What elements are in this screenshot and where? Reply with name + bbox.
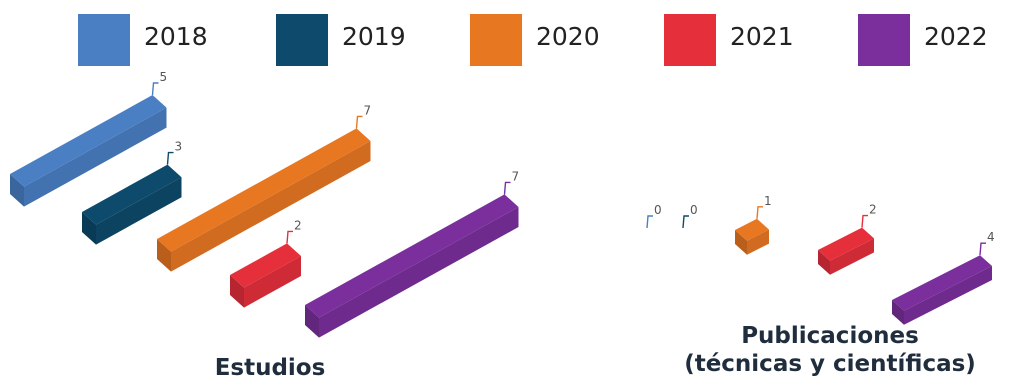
data-label-leader (682, 215, 689, 229)
bar-publicaciones-t-cnicas-y-cient-ficas-2019: 0 (682, 203, 698, 229)
bar-estudios-2020: 7 (157, 103, 372, 272)
bar-front-face (244, 256, 301, 308)
data-label-leader (151, 82, 159, 96)
legend-swatch (858, 14, 910, 66)
data-label: 1 (764, 194, 772, 208)
legend-swatch (276, 14, 328, 66)
data-label-leader (756, 206, 763, 219)
bar-front-face (24, 107, 167, 207)
bar-estudios-2018: 5 (10, 70, 167, 207)
data-label: 3 (175, 140, 183, 154)
bar-front-face (319, 207, 519, 338)
data-label: 2 (869, 203, 877, 217)
bar-front-face (171, 141, 371, 272)
data-label: 5 (160, 70, 168, 84)
legend-swatch (78, 14, 130, 66)
bar-side-face (230, 275, 244, 308)
data-label: 2 (294, 218, 302, 232)
bar-estudios-2022: 7 (305, 169, 520, 338)
bar-estudios-2021: 2 (230, 218, 302, 308)
data-label-leader (286, 230, 293, 244)
legend-label: 2018 (144, 22, 208, 51)
bar-top-face (892, 255, 992, 311)
data-label: 0 (690, 203, 698, 217)
bar-side-face (10, 174, 24, 207)
data-label-leader (861, 214, 868, 228)
bar-front-face (96, 177, 182, 245)
bar-top-face (82, 164, 182, 225)
data-label: 4 (987, 230, 995, 244)
bar-side-face (735, 230, 747, 255)
data-label-leader (355, 115, 363, 129)
bar-side-face (818, 250, 830, 275)
category-title-1: Estudios (200, 354, 340, 382)
category-title-line: Publicaciones (741, 323, 919, 349)
chart-legend: 2018 2019 2020 2021 2022 (0, 0, 1034, 80)
bar-top-face (305, 194, 519, 318)
legend-swatch (664, 14, 716, 66)
bar-estudios-2019: 3 (82, 140, 182, 245)
bar-top-face (230, 243, 301, 288)
data-label: 0 (654, 203, 662, 217)
bar-top-face (735, 218, 769, 241)
bar-top-face (157, 128, 371, 252)
category-title-2: Publicaciones (técnicas y científicas) (630, 322, 1030, 378)
bar-publicaciones-t-cnicas-y-cient-ficas-2018: 0 (646, 203, 662, 229)
data-label-leader (166, 151, 174, 165)
bar-side-face (157, 239, 171, 272)
bar-publicaciones-t-cnicas-y-cient-ficas-2021: 2 (818, 203, 877, 275)
bar-publicaciones-t-cnicas-y-cient-ficas-2022: 4 (892, 230, 995, 325)
bar-front-face (747, 229, 769, 255)
bar-top-face (818, 227, 874, 261)
legend-label: 2021 (730, 22, 794, 51)
data-label-leader (979, 242, 986, 256)
data-label: 7 (364, 103, 372, 117)
bar-publicaciones-t-cnicas-y-cient-ficas-2020: 1 (735, 194, 772, 255)
data-label-leader (646, 215, 653, 229)
category-title-line: (técnicas y científicas) (684, 351, 976, 377)
legend-swatch (470, 14, 522, 66)
bar-side-face (305, 305, 319, 338)
data-label-leader (503, 181, 511, 195)
legend-label: 2019 (342, 22, 406, 51)
category-title-line: Estudios (214, 355, 326, 381)
legend-label: 2020 (536, 22, 600, 51)
data-label: 7 (512, 169, 520, 183)
bar-top-face (10, 95, 167, 187)
bar-side-face (892, 300, 904, 325)
legend-label: 2022 (924, 22, 988, 51)
bar-front-face (904, 266, 992, 325)
bar-front-face (830, 238, 874, 275)
bar-side-face (82, 212, 96, 245)
